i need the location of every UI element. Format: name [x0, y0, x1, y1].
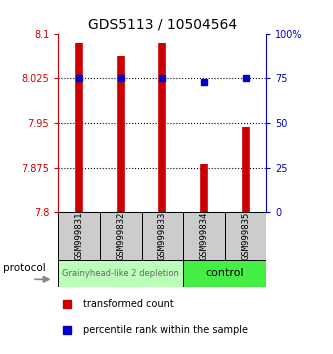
FancyBboxPatch shape	[142, 212, 183, 260]
FancyBboxPatch shape	[183, 260, 266, 287]
FancyBboxPatch shape	[100, 212, 142, 260]
FancyBboxPatch shape	[58, 260, 183, 287]
FancyBboxPatch shape	[183, 212, 225, 260]
Text: GSM999835: GSM999835	[241, 212, 250, 261]
Text: GSM999833: GSM999833	[158, 212, 167, 261]
Text: GSM999832: GSM999832	[116, 212, 125, 261]
Text: transformed count: transformed count	[83, 298, 174, 309]
Text: control: control	[205, 268, 244, 279]
FancyBboxPatch shape	[58, 212, 100, 260]
Text: GSM999834: GSM999834	[199, 212, 208, 261]
Title: GDS5113 / 10504564: GDS5113 / 10504564	[88, 17, 237, 31]
FancyBboxPatch shape	[225, 212, 266, 260]
Text: percentile rank within the sample: percentile rank within the sample	[83, 325, 248, 335]
Text: GSM999831: GSM999831	[75, 212, 84, 261]
Text: protocol: protocol	[3, 263, 46, 273]
Text: Grainyhead-like 2 depletion: Grainyhead-like 2 depletion	[62, 269, 179, 278]
